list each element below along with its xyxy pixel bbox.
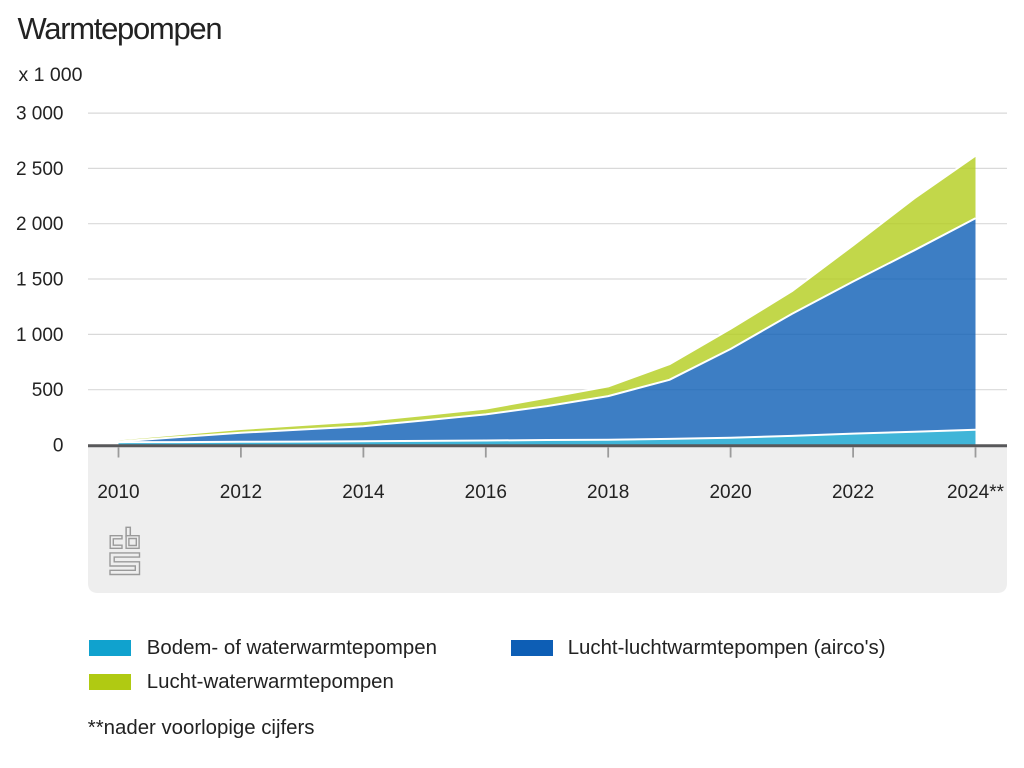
svg-text:Bodem- of waterwarmtepompen: Bodem- of waterwarmtepompen [147,637,437,659]
svg-text:1 000: 1 000 [16,325,64,346]
svg-text:1 500: 1 500 [16,270,64,291]
svg-text:2012: 2012 [220,482,262,503]
svg-text:2 500: 2 500 [16,159,64,180]
svg-text:0: 0 [53,436,64,457]
svg-text:Lucht-luchtwarmtepompen (airco: Lucht-luchtwarmtepompen (airco's) [568,637,886,659]
svg-text:2018: 2018 [587,482,629,503]
svg-text:2016: 2016 [465,482,507,503]
svg-text:**nader voorlopige cijfers: **nader voorlopige cijfers [88,717,315,739]
svg-text:2024**: 2024** [947,482,1005,503]
svg-text:3 000: 3 000 [16,104,64,125]
svg-text:2022: 2022 [832,482,874,503]
svg-text:2020: 2020 [709,482,751,503]
svg-text:2 000: 2 000 [16,214,64,235]
svg-text:x 1 000: x 1 000 [19,64,83,86]
svg-text:500: 500 [32,380,64,401]
svg-text:Warmtepompen: Warmtepompen [18,11,222,46]
svg-text:2014: 2014 [342,482,385,503]
svg-text:2010: 2010 [97,482,139,503]
svg-text:Lucht-waterwarmtepompen: Lucht-waterwarmtepompen [147,671,394,693]
